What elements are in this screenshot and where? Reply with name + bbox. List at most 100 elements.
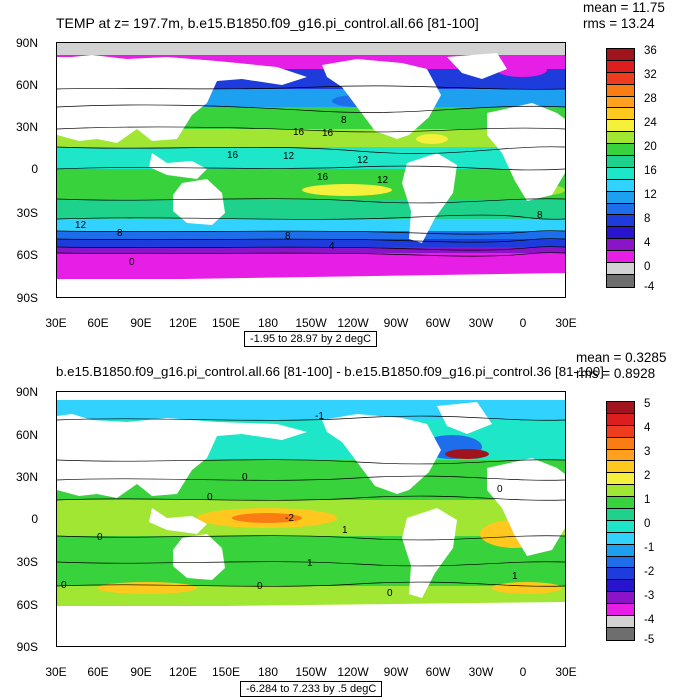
colorbar-tick-label: 4: [644, 237, 651, 249]
contour-label: 0: [387, 588, 393, 599]
band-southern-mid: [57, 219, 565, 231]
band-southern-front: [57, 231, 565, 239]
colorbar-swatch: [607, 509, 634, 521]
colorbar-tick-label: 4: [644, 422, 651, 434]
colorbar-swatch: [607, 49, 634, 61]
contour-line: [57, 495, 565, 501]
colorbar-swatch: [607, 425, 634, 438]
mean-stat: mean = 11.75: [583, 0, 665, 15]
contour-label: 0: [61, 580, 67, 591]
colorbar-tick-label: 3: [644, 446, 651, 458]
y-tick-label: 60N: [15, 428, 38, 442]
warm-pool-npac: [187, 129, 367, 147]
colorbar-swatch: [607, 60, 634, 73]
x-tick-label: 90E: [130, 316, 152, 330]
y-tick-label: 30N: [15, 120, 38, 134]
contour-label: 8: [341, 115, 347, 126]
colorbar-tick-label: -5: [644, 634, 655, 646]
band-pole: [57, 392, 565, 400]
contour-label: 12: [283, 151, 295, 162]
colorbar-swatch: [607, 179, 634, 192]
x-tick-label: 120W: [337, 665, 369, 679]
contour-line: [57, 126, 565, 133]
x-tick-label: 120E: [168, 316, 198, 330]
land-south-america: [402, 153, 457, 243]
colorbar-swatch: [607, 120, 634, 133]
contour-label: 4: [329, 241, 335, 252]
anomaly-south-atl: [492, 582, 562, 594]
x-tick-label: 0: [519, 665, 527, 679]
colorbar-tick-label: 28: [644, 93, 657, 105]
y-tick-label: 30S: [16, 555, 38, 569]
x-tick-label: 150W: [295, 316, 327, 330]
x-tick-label: 60E: [87, 665, 109, 679]
colorbar: [606, 48, 635, 288]
y-tick-label: 90N: [15, 385, 38, 399]
contour-label: 0: [497, 484, 503, 495]
contour-line: [57, 252, 565, 257]
x-tick-label: 90W: [383, 316, 409, 330]
y-tick-label: 0: [31, 512, 38, 526]
y-tick-label: 0: [31, 162, 38, 176]
colorbar-swatch: [607, 437, 634, 450]
contour-label: 1: [342, 525, 348, 536]
contour-label: 16: [293, 127, 305, 138]
colorbar-swatch: [607, 497, 634, 510]
land-north-america: [322, 414, 441, 494]
contour-label-group: -1 0 0 -2 1 0 1 0 0 0 1 0: [61, 411, 518, 599]
contour-label: -1: [315, 411, 324, 422]
colorbar-swatch: [607, 413, 634, 426]
land-masses: [57, 402, 565, 646]
contour-line: [57, 561, 565, 567]
colorbar-tick-label: -4: [644, 614, 655, 626]
x-tick-label: 0: [519, 316, 527, 330]
contour-label: 12: [377, 175, 389, 186]
colorbar-swatch: [607, 251, 634, 264]
colorbar-swatch: [607, 556, 634, 569]
colorbar-swatch: [607, 402, 634, 414]
contour-line: [57, 165, 565, 171]
land-south-america: [402, 508, 457, 598]
band-arctic: [57, 400, 565, 420]
map-field: -1 0 0 -2 1 0 1 0 0 0 1 0: [57, 392, 565, 646]
contour-label: 12: [357, 155, 369, 166]
rms-stat: rms = 13.24: [583, 16, 655, 31]
y-tick-label: 90S: [16, 640, 38, 654]
y-tick-label: 30S: [16, 206, 38, 220]
arctic-ice-band: [57, 43, 565, 55]
band-acc-1: [57, 239, 565, 247]
x-tick-label: 150E: [211, 316, 241, 330]
colorbar-tick-label: -2: [644, 566, 655, 578]
contour-label: 8: [117, 228, 123, 239]
colorbar-tick-label: 2: [644, 470, 651, 482]
warm-pool-gulf: [416, 134, 448, 144]
colorbar-swatch: [607, 627, 634, 640]
stats-block: mean = 11.75 rms = 13.24: [583, 0, 665, 32]
panel-title: TEMP at z= 197.7m, b.e15.B1850.f09_g16.p…: [56, 15, 479, 31]
contour-label: 1: [307, 558, 313, 569]
contour-lines: [57, 85, 565, 257]
x-tick-label: 30E: [45, 316, 67, 330]
land-greenland: [447, 53, 507, 79]
x-tick-label: 180: [257, 665, 279, 679]
colorbar-swatch: [607, 108, 634, 121]
x-tick-label: 30W: [468, 316, 494, 330]
x-tick-label: 90E: [130, 665, 152, 679]
colorbar-tick-label: 5: [644, 398, 651, 410]
land-africa: [487, 458, 565, 556]
x-tick-label: 120E: [168, 665, 198, 679]
land-north-america: [322, 59, 441, 139]
panel-title: b.e15.B1850.f09_g16.pi_control.all.66 [8…: [56, 364, 604, 379]
mean-stat: mean = 0.3285: [576, 350, 667, 365]
colorbar-swatch: [607, 84, 634, 97]
colorbar-tick-label: 16: [644, 165, 657, 177]
contour-label-group: 16 16 12 16 12 12 8 8 4 0 8 8 16 12: [75, 115, 543, 268]
y-tick-label: 90S: [16, 291, 38, 305]
x-tick-label: 60W: [425, 316, 451, 330]
contour-label: 0: [242, 472, 248, 483]
colorbar-swatch: [607, 263, 634, 275]
colorbar-tick-label: -4: [644, 281, 655, 293]
y-tick-label: 60S: [16, 248, 38, 262]
contour-label: 16: [317, 172, 329, 183]
colorbar-swatch: [607, 191, 634, 204]
